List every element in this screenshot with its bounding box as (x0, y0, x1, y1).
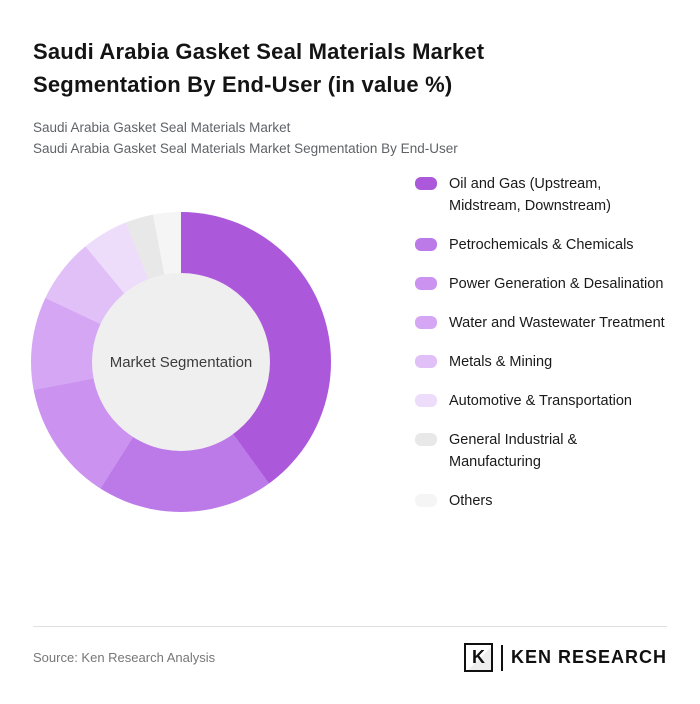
donut-hole: Market Segmentation (92, 273, 270, 451)
legend-item-automotive: Automotive & Transportation (415, 390, 673, 412)
subtitle-market: Saudi Arabia Gasket Seal Materials Marke… (33, 120, 291, 135)
legend-swatch (415, 316, 437, 329)
legend-swatch (415, 238, 437, 251)
legend-label: Petrochemicals & Chemicals (449, 237, 634, 253)
page-title: Saudi Arabia Gasket Seal Materials Marke… (33, 39, 485, 97)
legend-swatch (415, 277, 437, 290)
report-header: Saudi Arabia Gasket Seal Materials Marke… (0, 0, 700, 159)
subtitle-segmentation: Saudi Arabia Gasket Seal Materials Marke… (33, 141, 458, 156)
legend-item-water-wastewater: Water and Wastewater Treatment (415, 312, 673, 334)
donut-center-label: Market Segmentation (109, 353, 253, 371)
legend-label: Others (449, 493, 493, 509)
legend-item-petrochemicals: Petrochemicals & Chemicals (415, 234, 673, 256)
legend-label: General Industrial & Manufacturing (449, 432, 578, 470)
legend-swatch (415, 177, 437, 190)
legend-swatch (415, 433, 437, 446)
source-text: Source: Ken Research Analysis (33, 650, 216, 665)
logo-k-icon: K (463, 643, 493, 672)
legend-item-oil-and-gas: Oil and Gas (Upstream, Midstream, Downst… (415, 173, 673, 217)
legend-item-metals-mining: Metals & Mining (415, 351, 673, 373)
legend-swatch (415, 494, 437, 507)
legend-label: Automotive & Transportation (449, 393, 632, 409)
subtitle-block: Saudi Arabia Gasket Seal Materials Marke… (33, 117, 667, 159)
donut-chart: Market Segmentation (31, 212, 331, 512)
legend-item-others: Others (415, 490, 673, 512)
legend-item-general-industrial: General Industrial & Manufacturing (415, 429, 673, 473)
report-footer: Source: Ken Research Analysis K KEN RESE… (33, 626, 667, 672)
chart-area: Market Segmentation Oil and Gas (Upstrea… (0, 159, 700, 597)
chart-legend: Oil and Gas (Upstream, Midstream, Downst… (415, 173, 673, 512)
legend-label: Power Generation & Desalination (449, 276, 664, 292)
legend-item-power-generation: Power Generation & Desalination (415, 273, 673, 295)
legend-label: Metals & Mining (449, 354, 553, 370)
legend-label: Water and Wastewater Treatment (449, 315, 665, 331)
ken-research-logo: K KEN RESEARCH (463, 643, 667, 672)
legend-label: Oil and Gas (Upstream, Midstream, Downst… (449, 176, 611, 214)
logo-divider (500, 644, 503, 671)
legend-swatch (415, 355, 437, 368)
legend-swatch (415, 394, 437, 407)
logo-wordmark: KEN RESEARCH (510, 647, 667, 667)
